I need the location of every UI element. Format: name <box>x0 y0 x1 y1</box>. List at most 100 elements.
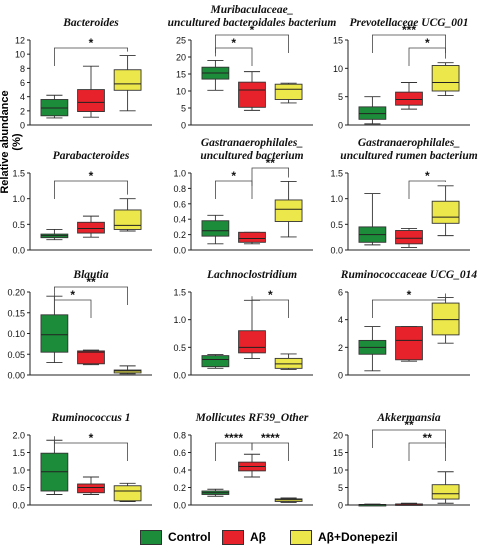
panel-6: 0.0 0.5 1.0 1.5 Gastranaerophilales_uncultur… <box>330 137 477 256</box>
figure-canvas: 024681012Bacteroides*0510152025Muribacul… <box>7 4 477 511</box>
panel-10-tick-label: 2.0 <box>12 431 25 441</box>
panel-5-control-box <box>201 220 230 237</box>
panel-2-sig-bracket <box>215 34 289 53</box>
panel-5-sig-bracket <box>251 167 289 186</box>
panel-1-sig-bracket <box>54 47 128 66</box>
panel-4-title: Parabacteroides <box>53 150 130 162</box>
panel-3-sig-bracket <box>372 34 446 53</box>
panel-10-sig-bracket <box>54 436 128 461</box>
panel-8-abeta-donepezil-box <box>274 357 303 369</box>
panel-12-sig-bracket <box>372 429 446 448</box>
panel-7-tick-label: 0.05 <box>7 350 25 360</box>
panel-3-abeta-donepezil-box <box>431 65 460 92</box>
panel-6-title: uncultured rumen bacterium <box>340 150 477 162</box>
panel-5-sig-label: ** <box>266 156 276 170</box>
panel-3-control-box <box>358 106 387 120</box>
panel-2-tick-label: 10 <box>176 87 186 97</box>
panel-7-abeta-box <box>77 350 105 365</box>
panel-5-title: uncultured bacterium <box>200 150 303 162</box>
panel-2-sig-label: * <box>250 23 255 37</box>
panel-2-title: uncultured bacteroidales bacterium <box>168 17 337 29</box>
panel-2-sig-bracket <box>215 47 253 66</box>
panel-5-abeta-donepezil-box <box>274 199 303 222</box>
panel-1-tick-label: 2 <box>20 106 25 116</box>
panel-9-tick-label: 0 <box>338 371 343 381</box>
panel-7-sig-label: * <box>70 288 75 302</box>
panel-12-sig-label: ** <box>404 418 414 432</box>
panel-11-sig-bracket <box>215 442 253 461</box>
panel-12-title: Akkermansia <box>376 412 441 424</box>
panel-2-tick-label: 15 <box>176 70 186 80</box>
panel-12-tick-label: 10 <box>333 466 343 476</box>
panel-11-sig-label: **** <box>261 431 280 445</box>
panel-8-sig-label: * <box>268 288 273 302</box>
panel-1-tick-label: 6 <box>20 78 25 88</box>
legend-swatch-control <box>140 530 162 545</box>
panel-4: 0.0 0.5 1.0 1.5 Parabacteroides * <box>12 150 152 256</box>
panel-12-abeta-donepezil-box <box>431 484 460 500</box>
panel-8-tick-label: 0.5 <box>173 343 186 353</box>
panel-11-tick-label: 0.8 <box>173 431 186 441</box>
panel-7-sig-bracket <box>54 292 92 318</box>
panel-5-tick-label: 0.8 <box>173 184 186 194</box>
panel-5-tick-label: 0.2 <box>173 230 186 240</box>
panel-12-sig-label: ** <box>423 431 433 445</box>
panel-5-tick-label: 1.0 <box>173 169 186 179</box>
panel-4-sig-bracket <box>54 180 128 199</box>
panel-6-tick-label: 0.5 <box>330 220 343 230</box>
panel-10: 0.0 0.5 1.0 1.5 2.0 Ruminococcus 1 * <box>12 412 152 511</box>
panel-1-tick-label: 4 <box>20 92 25 102</box>
panel-8-abeta-box <box>238 330 266 354</box>
panel-6-sig-bracket <box>408 180 446 199</box>
panel-4-abeta-donepezil-box <box>113 209 142 230</box>
panel-5-tick-label: 0.0 <box>173 246 186 256</box>
panel-1-tick-label: 12 <box>15 36 25 46</box>
panel-10-sig-label: * <box>89 431 94 445</box>
y-axis-title: Relative abundance (%) <box>0 90 23 194</box>
panel-5-tick-label: 0.6 <box>173 199 186 209</box>
panel-7-tick-label: 0.00 <box>7 371 25 381</box>
panel-8-tick-label: 1.0 <box>173 315 186 325</box>
panel-7-tick-label: 0.10 <box>7 329 25 339</box>
panel-9-tick-label: 6 <box>338 288 343 298</box>
panel-7-sig-bracket <box>54 286 128 305</box>
panel-5-title: Gastranaerophilales_ <box>201 137 303 149</box>
panel-10-tick-label: 1.0 <box>12 466 25 476</box>
panel-11-tick-label: 0.0 <box>173 501 186 511</box>
panel-9-tick-label: 4 <box>338 315 343 325</box>
panel-1-title: Bacteroides <box>62 17 119 29</box>
panel-5: 0.0 0.2 0.4 0.6 0.8 1.0 Gastranaerophilales_un… <box>173 137 313 256</box>
legend-swatch-abeta <box>222 530 244 545</box>
panel-7-tick-label: 0.15 <box>7 308 25 318</box>
panel-10-tick-label: 0.0 <box>12 501 25 511</box>
panel-6-abeta-box <box>395 230 423 245</box>
panel-10-abeta-box <box>77 483 105 494</box>
panel-4-tick-label: 1.5 <box>12 169 25 179</box>
panel-8-tick-label: 1.5 <box>173 288 186 298</box>
panel-5-tick-label: 0.4 <box>173 215 186 225</box>
panel-10-tick-label: 1.5 <box>12 448 25 458</box>
panel-11-title: Mollicutes RF39_Other <box>195 412 309 424</box>
panel-8-control-box <box>201 355 230 368</box>
panel-12-tick-label: 5 <box>338 483 343 493</box>
panel-3-tick-label: 15 <box>333 36 343 46</box>
panel-8: 0.0 0.5 1.0 1.5 Lachnoclostridium * <box>173 269 313 381</box>
panel-1-sig-label: * <box>89 36 94 50</box>
panel-11-tick-label: 0.6 <box>173 448 186 458</box>
panel-9-abeta-donepezil-box <box>431 302 460 336</box>
panel-2-tick-label: 20 <box>176 53 186 63</box>
panel-2-sig-label: * <box>231 36 236 50</box>
panel-12-tick-label: 15 <box>333 448 343 458</box>
panel-10-abeta-donepezil-box <box>113 485 142 502</box>
panel-8-tick-label: 0.0 <box>173 371 186 381</box>
panel-11-sig-bracket <box>251 442 289 461</box>
panel-12-sig-bracket <box>408 442 446 461</box>
panel-8-sig-bracket <box>251 296 289 318</box>
panel-6-tick-label: 0.0 <box>330 246 343 256</box>
panel-10-tick-label: 0.5 <box>12 483 25 493</box>
panel-4-tick-label: 1.0 <box>12 194 25 204</box>
panel-3-abeta-box <box>395 91 423 106</box>
